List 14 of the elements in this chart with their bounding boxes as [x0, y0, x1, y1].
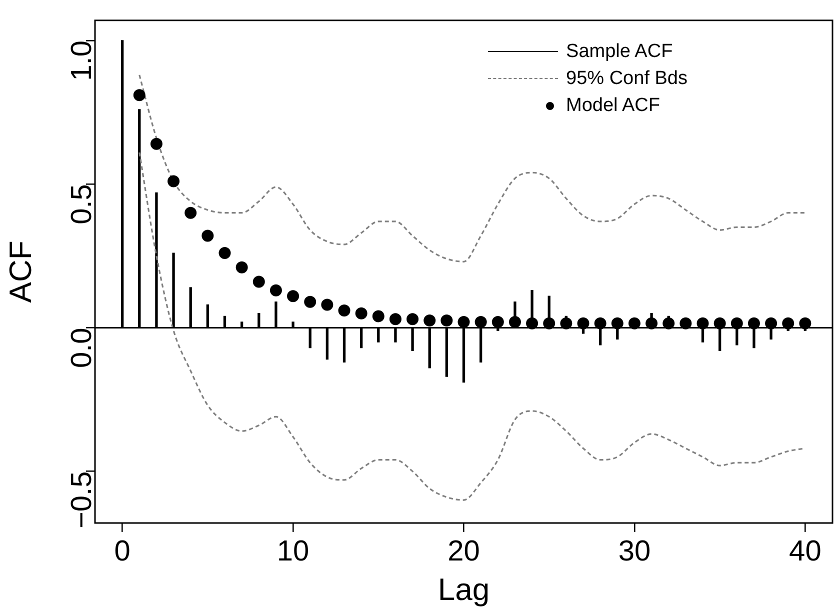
y-tick-label: −0.5	[66, 471, 98, 529]
y-tick-label: 0.0	[66, 328, 98, 368]
legend-label: 95% Conf Bds	[566, 67, 688, 92]
legend-label: Model ACF	[566, 94, 660, 118]
x-tick-label: 20	[448, 535, 480, 568]
x-tick-label: 0	[114, 535, 130, 568]
y-axis-title: ACF	[3, 240, 38, 303]
x-axis-title: Lag	[438, 572, 490, 607]
x-tick-label: 40	[789, 535, 822, 568]
y-tick-label: 0.5	[66, 184, 98, 224]
legend-label: Sample ACF	[566, 40, 673, 64]
x-tick-label: 30	[618, 535, 651, 568]
x-tick-label: 10	[276, 535, 310, 568]
y-tick-label: 1.0	[66, 40, 98, 81]
